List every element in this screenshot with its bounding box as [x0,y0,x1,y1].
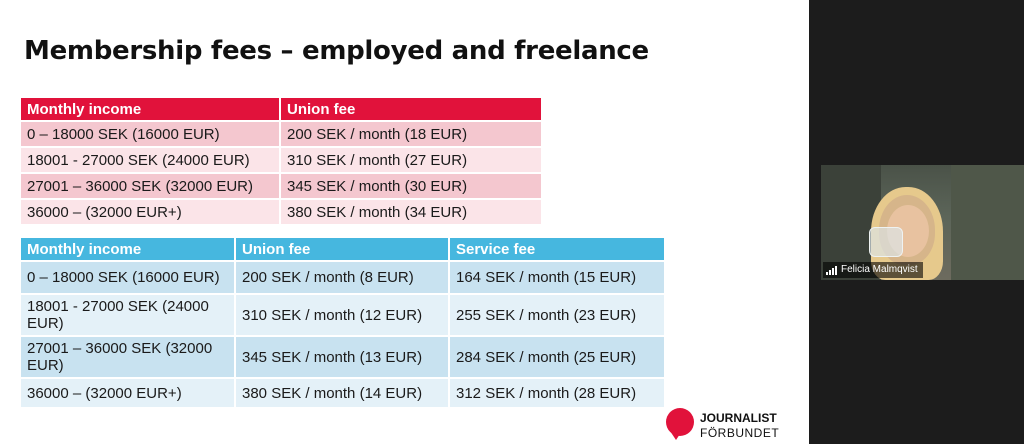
column-header: Service fee [448,236,666,262]
table-header-row: Monthly income Union fee Service fee [19,236,666,262]
income-cell: 18001 - 27000 SEK (24000 EUR) [19,146,281,174]
employed-fee-table: Monthly income Union fee 0 – 18000 SEK (… [19,96,543,226]
table-row: 27001 – 36000 SEK (32000 EUR) 345 SEK / … [19,335,666,379]
income-cell: 27001 – 36000 SEK (32000 EUR) [19,335,236,379]
freelance-fee-table: Monthly income Union fee Service fee 0 –… [19,236,666,409]
union-fee-cell: 200 SEK / month (8 EUR) [234,260,450,295]
column-header: Union fee [234,236,450,262]
logo-text-line2: FÖRBUNDET [700,426,780,440]
participant-name-tag: Felicia Malmqvist [823,262,923,278]
income-cell: 36000 – (32000 EUR+) [19,377,236,409]
table-row: 36000 – (32000 EUR+) 380 SEK / month (14… [19,377,666,409]
signal-bars-icon [826,265,837,275]
column-header: Union fee [279,96,543,122]
union-fee-cell: 380 SEK / month (34 EUR) [279,198,543,226]
income-cell: 0 – 18000 SEK (16000 EUR) [19,260,236,295]
speech-bubble-tail [670,431,682,440]
table-row: 36000 – (32000 EUR+) 380 SEK / month (34… [19,198,543,226]
presentation-slide: Membership fees – employed and freelance… [0,0,809,444]
slide-title: Membership fees – employed and freelance [24,36,649,66]
service-fee-cell: 284 SEK / month (25 EUR) [448,335,666,379]
drinking-glass [869,227,903,257]
table-row: 27001 – 36000 SEK (32000 EUR) 345 SEK / … [19,172,543,200]
union-fee-cell: 345 SEK / month (30 EUR) [279,172,543,200]
service-fee-cell: 164 SEK / month (15 EUR) [448,260,666,295]
table-row: 0 – 18000 SEK (16000 EUR) 200 SEK / mont… [19,120,543,148]
participant-video-tile[interactable]: Felicia Malmqvist [821,165,1024,280]
video-background-shelf [951,165,1024,280]
income-cell: 0 – 18000 SEK (16000 EUR) [19,120,281,148]
union-fee-cell: 380 SEK / month (14 EUR) [234,377,450,409]
table-row: 0 – 18000 SEK (16000 EUR) 200 SEK / mont… [19,260,666,295]
service-fee-cell: 312 SEK / month (28 EUR) [448,377,666,409]
participant-name: Felicia Malmqvist [841,264,918,275]
service-fee-cell: 255 SEK / month (23 EUR) [448,293,666,337]
column-header: Monthly income [19,96,281,122]
union-fee-cell: 310 SEK / month (12 EUR) [234,293,450,337]
income-cell: 18001 - 27000 SEK (24000 EUR) [19,293,236,337]
union-fee-cell: 200 SEK / month (18 EUR) [279,120,543,148]
column-header: Monthly income [19,236,236,262]
table-header-row: Monthly income Union fee [19,96,543,122]
table-row: 18001 - 27000 SEK (24000 EUR) 310 SEK / … [19,293,666,337]
income-cell: 27001 – 36000 SEK (32000 EUR) [19,172,281,200]
income-cell: 36000 – (32000 EUR+) [19,198,281,226]
union-fee-cell: 345 SEK / month (13 EUR) [234,335,450,379]
logo-text-line1: JOURNALIST [700,411,777,425]
union-fee-cell: 310 SEK / month (27 EUR) [279,146,543,174]
table-row: 18001 - 27000 SEK (24000 EUR) 310 SEK / … [19,146,543,174]
